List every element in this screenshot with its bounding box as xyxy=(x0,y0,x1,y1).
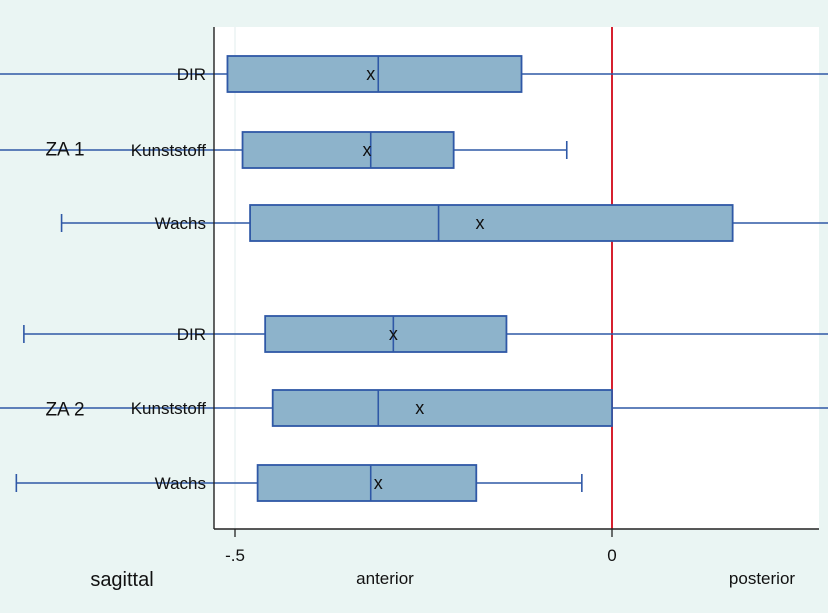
box-dir: x xyxy=(23,315,828,353)
x-tick-label: 0 xyxy=(607,546,616,565)
category-label: DIR xyxy=(177,325,206,344)
category-label: Kunststoff xyxy=(131,141,207,160)
box-iqr xyxy=(249,204,734,242)
box-iqr xyxy=(241,131,455,169)
mean-marker: x xyxy=(476,213,485,233)
anterior-label: anterior xyxy=(356,569,414,588)
box-iqr xyxy=(264,315,508,353)
category-label: DIR xyxy=(177,65,206,84)
mean-marker: x xyxy=(389,324,398,344)
category-label: Kunststoff xyxy=(131,399,207,418)
mean-marker: x xyxy=(415,398,424,418)
axis-label: sagittal xyxy=(90,569,153,591)
mean-marker: x xyxy=(366,64,375,84)
posterior-label: posterior xyxy=(729,569,795,588)
box-dir: x xyxy=(0,55,828,93)
box-kunststoff: x xyxy=(0,389,828,427)
box-kunststoff: x xyxy=(0,131,568,169)
box-iqr xyxy=(256,464,478,502)
category-label: Wachs xyxy=(155,474,206,493)
x-ticks: -1-.50.5 xyxy=(225,529,617,565)
category-labels: DIR Kunststoff Wachs ZA 1 DIR Kunststoff Wachs… xyxy=(45,65,206,493)
category-label: Wachs xyxy=(155,214,206,233)
mean-marker: x xyxy=(362,140,371,160)
plot-area xyxy=(214,27,819,529)
box-iqr xyxy=(226,55,523,93)
x-tick-label: -.5 xyxy=(225,546,245,565)
boxes: x x x x x x xyxy=(0,27,828,529)
box-wachs: x xyxy=(15,464,583,502)
mean-marker: x xyxy=(374,473,383,493)
box-iqr xyxy=(271,389,613,427)
group-label: ZA 1 xyxy=(45,140,84,161)
box-wachs: x xyxy=(60,204,828,242)
group-label: ZA 2 xyxy=(45,400,84,421)
